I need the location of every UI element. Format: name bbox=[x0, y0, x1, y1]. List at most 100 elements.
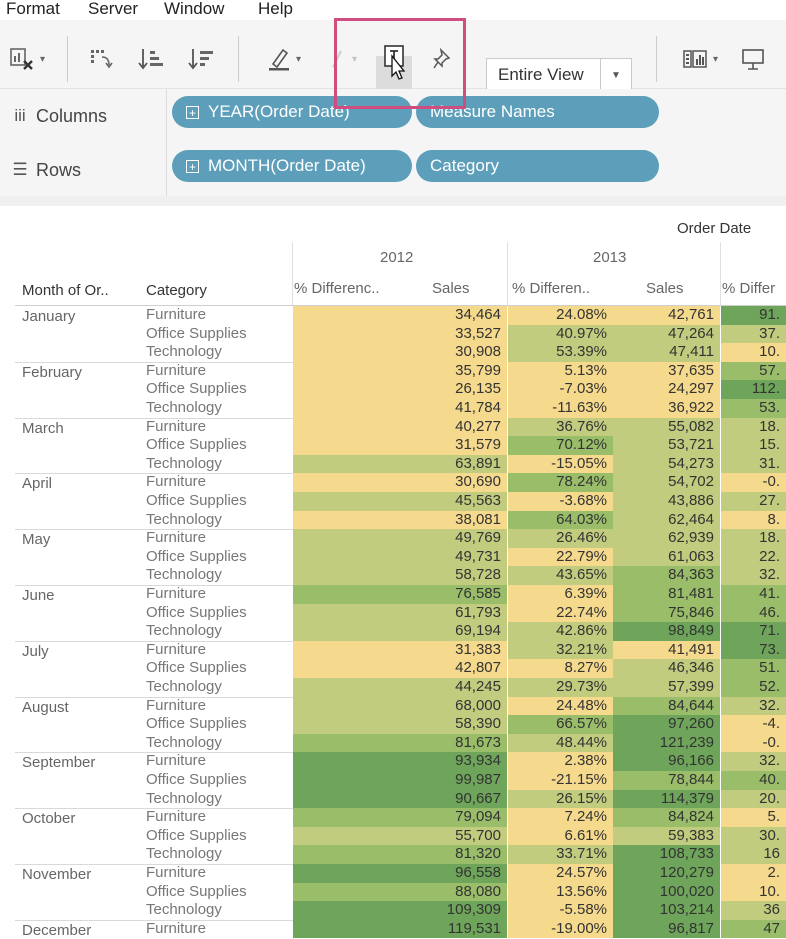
category-label[interactable]: Furniture bbox=[146, 640, 207, 658]
sales-2012-cell[interactable]: 55,700 bbox=[426, 826, 507, 846]
sales-2012-cell[interactable]: 49,731 bbox=[426, 547, 507, 567]
pct-diff-2013-cell[interactable]: -5.58% bbox=[508, 901, 613, 920]
pct-diff-2014-cell[interactable]: 8. bbox=[721, 510, 786, 530]
category-label[interactable]: Office Supplies bbox=[146, 771, 247, 788]
pct-diff-2014-cell[interactable]: 10. bbox=[721, 882, 786, 902]
category-label[interactable]: Technology bbox=[146, 622, 222, 640]
category-label[interactable]: Office Supplies bbox=[146, 380, 247, 398]
pct-diff-2014-cell[interactable]: 32. bbox=[721, 696, 786, 716]
category-label[interactable]: Furniture bbox=[146, 417, 207, 435]
pct-diff-2012-cell[interactable] bbox=[293, 919, 426, 939]
pct-diff-2013-cell[interactable]: 42.86% bbox=[508, 622, 613, 641]
sort-descending-icon[interactable] bbox=[184, 44, 218, 74]
pct-diff-2014-cell[interactable]: -0. bbox=[721, 733, 786, 753]
month-label[interactable]: February bbox=[22, 363, 83, 381]
measure-header[interactable]: % Differenc.. bbox=[294, 280, 380, 297]
sales-2012-cell[interactable]: 58,390 bbox=[426, 715, 507, 734]
pct-diff-2012-cell[interactable] bbox=[293, 826, 426, 846]
pct-diff-2012-cell[interactable] bbox=[293, 529, 426, 548]
pct-diff-2013-cell[interactable]: 22.79% bbox=[508, 547, 613, 567]
pct-diff-2014-cell[interactable]: -4. bbox=[721, 715, 786, 734]
pct-diff-2013-cell[interactable]: 6.39% bbox=[508, 585, 613, 604]
pct-diff-2012-cell[interactable] bbox=[293, 845, 426, 864]
month-label[interactable]: June bbox=[22, 587, 55, 604]
sales-2013-cell[interactable]: 84,644 bbox=[613, 696, 720, 716]
pct-diff-2014-cell[interactable]: 47 bbox=[721, 919, 786, 939]
pct-diff-2014-cell[interactable]: 57. bbox=[721, 361, 786, 381]
pct-diff-2013-cell[interactable]: 33.71% bbox=[508, 845, 613, 864]
pct-diff-2012-cell[interactable] bbox=[293, 659, 426, 678]
pct-diff-2012-cell[interactable] bbox=[293, 585, 426, 604]
pct-diff-2014-cell[interactable]: 16 bbox=[721, 845, 786, 864]
sales-2012-cell[interactable]: 35,799 bbox=[426, 361, 507, 381]
pct-diff-2014-cell[interactable]: 5. bbox=[721, 808, 786, 827]
pct-diff-2012-cell[interactable] bbox=[293, 640, 426, 660]
pct-diff-2013-cell[interactable]: 2.38% bbox=[508, 752, 613, 771]
sales-2012-cell[interactable]: 99,987 bbox=[426, 771, 507, 790]
show-me-icon[interactable]: ▾ bbox=[676, 44, 724, 74]
pct-diff-2013-cell[interactable]: 48.44% bbox=[508, 733, 613, 753]
pct-diff-2012-cell[interactable] bbox=[293, 901, 426, 920]
pct-diff-2013-cell[interactable]: 32.21% bbox=[508, 640, 613, 660]
sales-2013-cell[interactable]: 103,214 bbox=[613, 901, 720, 920]
pct-diff-2014-cell[interactable]: 30. bbox=[721, 826, 786, 846]
sales-2012-cell[interactable]: 109,309 bbox=[426, 901, 507, 920]
category-label[interactable]: Furniture bbox=[146, 752, 207, 770]
pct-diff-2013-cell[interactable]: -11.63% bbox=[508, 399, 613, 418]
category-label[interactable]: Technology bbox=[146, 733, 222, 751]
pct-diff-2012-cell[interactable] bbox=[293, 882, 426, 902]
sales-2013-cell[interactable]: 121,239 bbox=[613, 733, 720, 753]
pct-diff-2013-cell[interactable]: 53.39% bbox=[508, 343, 613, 362]
pct-diff-2013-cell[interactable]: 78.24% bbox=[508, 473, 613, 492]
sales-2012-cell[interactable]: 34,464 bbox=[426, 306, 507, 325]
measure-header[interactable]: % Differ bbox=[722, 280, 776, 297]
sales-2013-cell[interactable]: 54,273 bbox=[613, 454, 720, 474]
pct-diff-2012-cell[interactable] bbox=[293, 789, 426, 809]
category-label[interactable]: Office Supplies bbox=[146, 882, 247, 900]
highlight-icon[interactable]: ▾ bbox=[260, 44, 308, 74]
pct-diff-2014-cell[interactable]: 51. bbox=[721, 659, 786, 678]
pct-diff-2012-cell[interactable] bbox=[293, 752, 426, 771]
pct-diff-2012-cell[interactable] bbox=[293, 622, 426, 641]
pct-diff-2014-cell[interactable]: 18. bbox=[721, 417, 786, 437]
pct-diff-2014-cell[interactable]: 32. bbox=[721, 752, 786, 771]
pct-diff-2014-cell[interactable]: 10. bbox=[721, 343, 786, 362]
pill-category[interactable]: Category bbox=[416, 150, 659, 182]
pct-diff-2013-cell[interactable]: 70.12% bbox=[508, 436, 613, 455]
pct-diff-2014-cell[interactable]: 52. bbox=[721, 678, 786, 697]
pct-diff-2012-cell[interactable] bbox=[293, 454, 426, 474]
pct-diff-2013-cell[interactable]: 7.24% bbox=[508, 808, 613, 827]
category-label[interactable]: Furniture bbox=[146, 864, 207, 881]
pct-diff-2014-cell[interactable]: 36 bbox=[721, 901, 786, 920]
pct-diff-2012-cell[interactable] bbox=[293, 510, 426, 530]
pct-diff-2014-cell[interactable]: 112. bbox=[721, 380, 786, 399]
pct-diff-2014-cell[interactable]: 22. bbox=[721, 547, 786, 567]
category-label[interactable]: Furniture bbox=[146, 473, 207, 491]
sales-2012-cell[interactable]: 40,277 bbox=[426, 417, 507, 437]
sales-2013-cell[interactable]: 78,844 bbox=[613, 771, 720, 790]
sales-2012-cell[interactable]: 119,531 bbox=[426, 919, 507, 939]
sales-2013-cell[interactable]: 57,399 bbox=[613, 678, 720, 697]
pill-month-order-date[interactable]: + MONTH(Order Date) bbox=[172, 150, 412, 182]
sales-2013-cell[interactable]: 37,635 bbox=[613, 361, 720, 381]
pct-diff-2014-cell[interactable]: 73. bbox=[721, 640, 786, 660]
sales-2013-cell[interactable]: 96,166 bbox=[613, 752, 720, 771]
pct-diff-2013-cell[interactable]: -7.03% bbox=[508, 380, 613, 399]
pct-diff-2012-cell[interactable] bbox=[293, 808, 426, 827]
category-label[interactable]: Technology bbox=[146, 343, 222, 361]
sales-2013-cell[interactable]: 84,824 bbox=[613, 808, 720, 827]
pct-diff-2012-cell[interactable] bbox=[293, 603, 426, 623]
sales-2012-cell[interactable]: 31,383 bbox=[426, 640, 507, 660]
month-label[interactable]: October bbox=[22, 810, 76, 828]
pct-diff-2013-cell[interactable]: 29.73% bbox=[508, 678, 613, 697]
month-label[interactable]: April bbox=[22, 475, 53, 493]
sales-2012-cell[interactable]: 38,081 bbox=[426, 510, 507, 530]
category-label[interactable]: Furniture bbox=[146, 585, 207, 602]
sales-2012-cell[interactable]: 93,934 bbox=[426, 752, 507, 771]
pct-diff-2014-cell[interactable]: 37. bbox=[721, 324, 786, 344]
sales-2013-cell[interactable]: 41,491 bbox=[613, 640, 720, 660]
category-label[interactable]: Furniture bbox=[146, 529, 207, 547]
sales-2013-cell[interactable]: 53,721 bbox=[613, 436, 720, 455]
pct-diff-2012-cell[interactable] bbox=[293, 417, 426, 437]
category-label[interactable]: Technology bbox=[146, 901, 222, 919]
